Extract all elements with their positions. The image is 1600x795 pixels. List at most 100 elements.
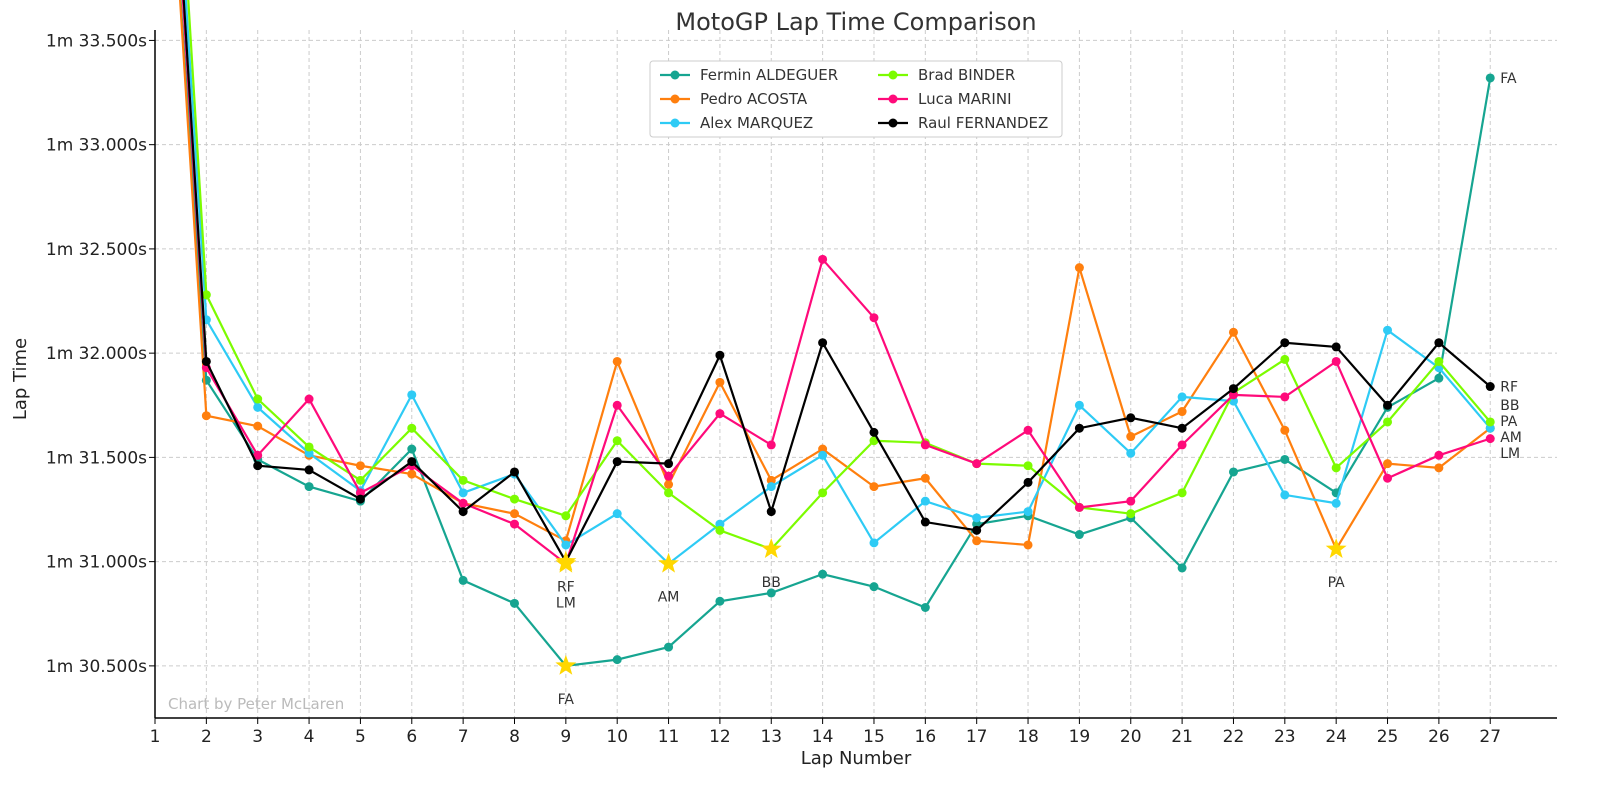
y-tick-label: 1m 31.500s xyxy=(46,448,147,468)
x-tick-label: 23 xyxy=(1274,727,1296,747)
y-tick-label: 1m 31.000s xyxy=(46,553,147,573)
x-tick-label: 16 xyxy=(915,727,937,747)
data-point-bb xyxy=(612,436,622,446)
fastest-lap-star xyxy=(1325,538,1347,559)
end-label: RF xyxy=(1500,380,1518,396)
data-point-lm xyxy=(509,519,519,529)
data-point-pa xyxy=(509,509,519,519)
x-tick-label: 6 xyxy=(406,727,417,747)
data-point-bb xyxy=(1485,417,1495,427)
data-point-am xyxy=(1280,490,1290,500)
data-point-rf xyxy=(1331,342,1341,352)
data-point-rf xyxy=(201,356,211,366)
x-axis-label: Lap Number xyxy=(801,748,912,769)
data-point-rf xyxy=(407,457,417,467)
x-tick-label: 14 xyxy=(812,727,834,747)
data-point-rf xyxy=(818,338,828,348)
data-point-am xyxy=(253,402,263,412)
data-point-lm xyxy=(1331,356,1341,366)
data-point-bb xyxy=(715,525,725,535)
data-point-lm xyxy=(920,440,930,450)
data-point-pa xyxy=(253,421,263,431)
data-point-lm xyxy=(1023,425,1033,435)
x-tick-label: 8 xyxy=(509,727,520,747)
data-point-am xyxy=(1126,448,1136,458)
data-point-rf xyxy=(458,507,468,517)
data-point-rf xyxy=(1280,338,1290,348)
data-point-rf xyxy=(664,459,674,469)
data-point-rf xyxy=(972,525,982,535)
data-point-am xyxy=(1485,423,1495,433)
legend-entry: Brad BINDER xyxy=(918,66,1015,84)
data-point-rf xyxy=(355,494,365,504)
series-group xyxy=(178,0,1495,671)
data-point-bb xyxy=(355,475,365,485)
data-point-am xyxy=(920,496,930,506)
data-point-fa xyxy=(1228,467,1238,477)
data-point-fa xyxy=(1074,530,1084,540)
data-point-fa xyxy=(715,596,725,606)
data-point-rf xyxy=(1228,384,1238,394)
fastest-lap-label: RF xyxy=(557,580,575,596)
data-point-am xyxy=(458,488,468,498)
end-label: BB xyxy=(1500,398,1519,414)
y-axis-label: Lap Time xyxy=(10,338,31,420)
data-point-fa xyxy=(407,444,417,454)
data-point-bb xyxy=(1023,461,1033,471)
axes: 1 2 3 4 5 6 7 8 9 10 11 12 13 14 15 16 17 18 19 20 21 22 23 24 2… xyxy=(46,30,1557,747)
data-point-rf xyxy=(715,350,725,360)
fastest-lap-label: PA xyxy=(1328,575,1346,591)
data-point-am xyxy=(612,509,622,519)
x-tick-label: 4 xyxy=(304,727,315,747)
x-tick-label: 3 xyxy=(252,727,263,747)
x-tick-label: 22 xyxy=(1223,727,1245,747)
data-point-fa xyxy=(920,603,930,613)
data-point-rf xyxy=(1485,382,1495,392)
data-point-lm xyxy=(818,254,828,264)
data-point-lm xyxy=(612,400,622,410)
data-point-bb xyxy=(201,290,211,300)
data-point-rf xyxy=(1126,413,1136,423)
legend-entry: Luca MARINI xyxy=(918,90,1012,108)
x-tick-label: 13 xyxy=(760,727,782,747)
data-point-pa xyxy=(920,473,930,483)
data-point-lm xyxy=(1228,390,1238,400)
data-point-rf xyxy=(253,461,263,471)
data-point-pa xyxy=(869,482,879,492)
data-point-am xyxy=(407,390,417,400)
data-point-bb xyxy=(818,488,828,498)
data-point-bb xyxy=(1177,488,1187,498)
legend: Fermin ALDEGUER Pedro ACOSTA Alex MARQUEZ B… xyxy=(649,60,1063,138)
x-tick-label: 5 xyxy=(355,727,366,747)
x-tick-label: 27 xyxy=(1479,727,1501,747)
data-point-bb xyxy=(1383,417,1393,427)
data-point-am xyxy=(304,448,314,458)
data-point-rf xyxy=(1074,423,1084,433)
data-point-bb xyxy=(407,423,417,433)
fastest-lap-label: LM xyxy=(556,596,576,612)
data-point-am xyxy=(1177,392,1187,402)
data-point-am xyxy=(715,519,725,529)
data-point-rf xyxy=(869,427,879,437)
y-tick-label: 1m 32.000s xyxy=(46,344,147,364)
legend-marker xyxy=(888,118,898,128)
legend-marker xyxy=(670,94,680,104)
y-tick-label: 1m 33.000s xyxy=(46,136,147,156)
fastest-lap-star xyxy=(555,654,577,675)
x-tick-label: 17 xyxy=(966,727,988,747)
data-point-lm xyxy=(1126,496,1136,506)
data-point-pa xyxy=(407,469,417,479)
legend-entry: Fermin ALDEGUER xyxy=(700,66,838,84)
legend-marker xyxy=(888,94,898,104)
data-point-rf xyxy=(766,507,776,517)
x-tick-label: 12 xyxy=(709,727,731,747)
end-label: FA xyxy=(1500,71,1517,87)
data-point-bb xyxy=(1331,463,1341,473)
data-point-lm xyxy=(1074,502,1084,512)
data-point-bb xyxy=(1126,509,1136,519)
data-point-lm xyxy=(355,488,365,498)
data-point-fa xyxy=(304,482,314,492)
data-point-fa xyxy=(509,598,519,608)
